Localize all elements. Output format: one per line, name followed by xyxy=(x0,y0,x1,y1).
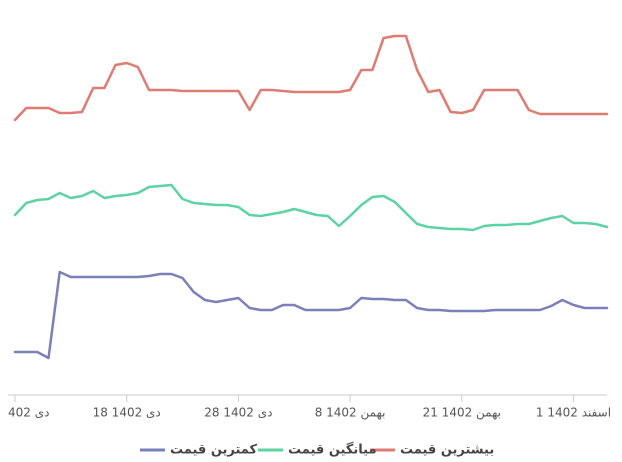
series-line xyxy=(13,183,609,232)
series-line xyxy=(13,34,609,122)
x-tick-label: 1 1402 اسفند xyxy=(536,406,611,420)
x-tick-label: 8 1402 بهمن xyxy=(315,406,386,421)
legend-label: میانگین قیمت xyxy=(288,442,377,458)
series-line xyxy=(13,270,609,360)
legend-label: کمترین قیمت xyxy=(170,443,258,458)
x-tick-label: 402 دی xyxy=(8,406,49,420)
legend-label: بیشترین قیمت xyxy=(400,443,494,458)
x-tick-label: 21 1402 بهمن xyxy=(423,406,501,421)
x-tick-label: 28 1402 دی xyxy=(204,406,272,420)
x-tick-label: 18 1402 دی xyxy=(93,406,161,420)
